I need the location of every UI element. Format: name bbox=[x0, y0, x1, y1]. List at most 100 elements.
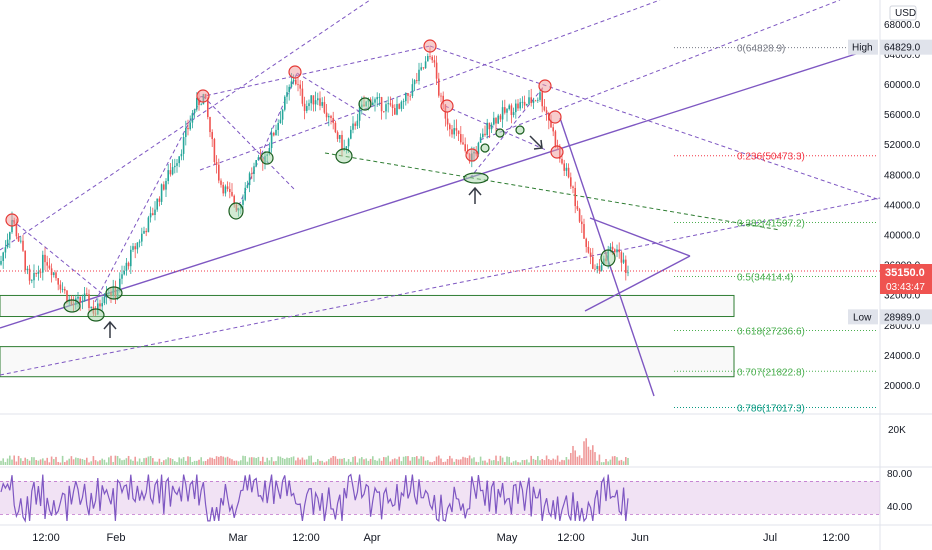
candle-body bbox=[101, 303, 103, 307]
volume-bar bbox=[556, 455, 559, 465]
volume-bar bbox=[0, 460, 2, 465]
candle-body bbox=[451, 129, 453, 135]
volume-bar bbox=[618, 460, 620, 465]
volume-bar bbox=[308, 455, 310, 465]
candle-body bbox=[4, 247, 7, 253]
volume-bar bbox=[138, 458, 141, 465]
volume-bar bbox=[435, 456, 438, 465]
candle-body bbox=[523, 101, 526, 106]
candle-body bbox=[350, 129, 352, 139]
volume-bar bbox=[182, 457, 185, 465]
volume-bar bbox=[286, 457, 288, 465]
volume-bar bbox=[94, 460, 97, 465]
candle-body bbox=[394, 107, 396, 115]
upper-channel-2 bbox=[199, 0, 661, 171]
time-tick-label: 12:00 bbox=[32, 532, 60, 544]
candle-body bbox=[347, 138, 350, 147]
candle-body bbox=[277, 123, 279, 130]
candle-body bbox=[567, 167, 570, 178]
volume-bar bbox=[242, 455, 244, 465]
lower-channel bbox=[0, 197, 881, 376]
candle-body bbox=[418, 69, 420, 82]
volume-bar bbox=[317, 459, 319, 465]
volume-bar bbox=[167, 457, 169, 465]
volume-bar bbox=[240, 460, 242, 465]
volume-bar bbox=[264, 461, 266, 465]
candle-body bbox=[66, 290, 68, 303]
volume-bar bbox=[475, 461, 477, 465]
fib-label: 0.786(17017.3) bbox=[737, 403, 805, 414]
last-price-value: 35150.0 bbox=[885, 267, 925, 279]
volume-bar bbox=[506, 456, 508, 465]
candle-body bbox=[33, 272, 35, 281]
candle-body bbox=[207, 98, 209, 118]
candle-body bbox=[328, 115, 330, 118]
candle-body bbox=[28, 268, 31, 281]
volume-bar bbox=[13, 455, 15, 465]
pivot-low-marker bbox=[515, 125, 525, 135]
volume-bar bbox=[20, 458, 22, 465]
volume-bar bbox=[33, 457, 35, 465]
volume-bar bbox=[372, 456, 374, 465]
time-tick-label: Apr bbox=[363, 532, 380, 544]
candle-body bbox=[405, 93, 407, 102]
candle-body bbox=[449, 124, 451, 130]
candle-body bbox=[442, 95, 444, 105]
candle-body bbox=[563, 163, 565, 171]
volume-bar bbox=[108, 457, 110, 465]
main-trendline bbox=[0, 51, 863, 329]
volume-bar bbox=[88, 462, 90, 465]
volume-bar bbox=[270, 457, 273, 465]
volume-bar bbox=[92, 456, 95, 465]
volume-bar bbox=[149, 456, 152, 465]
candle-body bbox=[127, 262, 130, 267]
volume-bar bbox=[295, 460, 297, 465]
volume-bar bbox=[581, 458, 583, 465]
upper-channel-1 bbox=[0, 0, 371, 251]
volume-bar bbox=[237, 461, 240, 465]
candle-body bbox=[59, 284, 62, 290]
volume-bar bbox=[512, 461, 515, 465]
volume-bar bbox=[259, 461, 262, 465]
candle-body bbox=[20, 240, 22, 242]
candle-body bbox=[88, 294, 90, 308]
support-zones bbox=[0, 294, 735, 378]
volume-bar bbox=[550, 460, 552, 465]
pivot-high-marker bbox=[288, 65, 302, 79]
volume-bar bbox=[156, 461, 158, 465]
volume-bar bbox=[220, 455, 222, 465]
candle-body bbox=[158, 198, 161, 202]
candle-body bbox=[35, 272, 37, 274]
volume-bar bbox=[226, 456, 229, 465]
pivot-high-marker bbox=[465, 148, 479, 162]
volume-bar bbox=[361, 457, 363, 465]
volume-bar bbox=[620, 459, 623, 465]
annotation-arrow bbox=[468, 186, 482, 204]
volume-bar bbox=[130, 459, 132, 465]
rsi-tick-label: 80.00 bbox=[887, 469, 912, 480]
volume-bar bbox=[471, 458, 473, 465]
candle-body bbox=[598, 266, 601, 271]
candle-body bbox=[123, 270, 125, 275]
volume-bar bbox=[332, 456, 334, 465]
pivot-high-marker bbox=[550, 145, 564, 159]
currency-label: USD bbox=[895, 8, 916, 19]
volume-bar bbox=[125, 458, 128, 465]
pivot-low-marker bbox=[63, 299, 81, 313]
volume-bar bbox=[537, 456, 539, 465]
candle-body bbox=[268, 148, 271, 155]
volume-bar bbox=[42, 458, 44, 465]
candle-body bbox=[585, 238, 587, 247]
volume-bar bbox=[530, 455, 532, 465]
candle-body bbox=[512, 112, 515, 116]
volume-bar bbox=[152, 458, 154, 465]
volume-bar bbox=[215, 456, 218, 465]
volume-bar bbox=[312, 462, 315, 465]
candle-body bbox=[391, 104, 394, 108]
candle-body bbox=[2, 252, 4, 261]
volume-bar bbox=[209, 457, 211, 465]
volume-bar bbox=[24, 457, 26, 465]
volume-bar bbox=[9, 455, 11, 465]
candle-body bbox=[345, 146, 348, 149]
